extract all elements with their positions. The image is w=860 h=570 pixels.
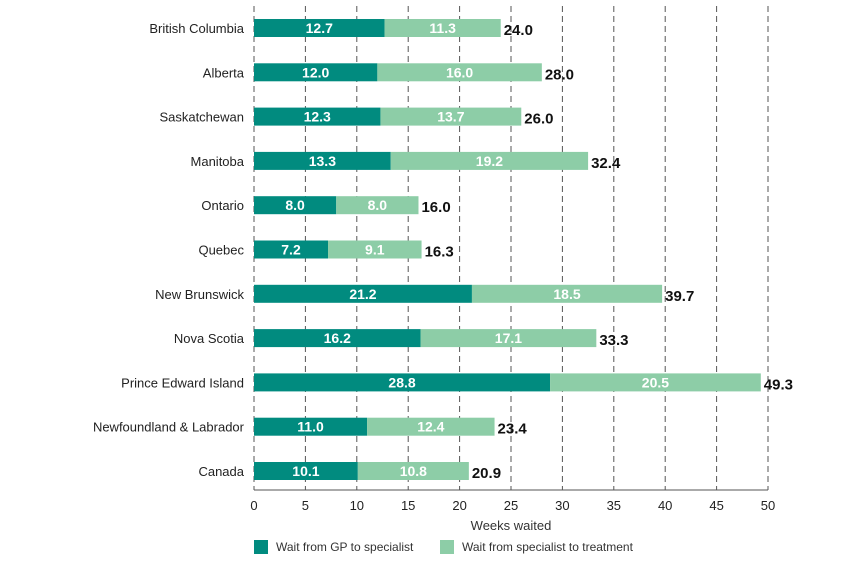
segment-label-alberta-series-2: 16.0 (446, 64, 473, 80)
total-label-nova-scotia: 33.3 (599, 332, 628, 349)
segment-label-prince-edward-island-series-2: 20.5 (642, 374, 669, 390)
bar-newfoundland-and-labrador-series-1 (254, 417, 368, 436)
category-label-newfoundland-and-labrador: Newfoundland & Labrador (93, 420, 245, 435)
bar-manitoba-series-2 (390, 151, 589, 170)
segment-label-saskatchewan-series-2: 13.7 (437, 109, 464, 125)
x-tick-label-15: 15 (401, 498, 415, 513)
bar-manitoba-series-1 (254, 151, 391, 170)
total-label-manitoba: 32.4 (591, 155, 621, 172)
category-label-quebec: Quebec (198, 243, 244, 258)
segment-label-british-columbia-series-2: 11.3 (429, 20, 456, 36)
category-label-manitoba: Manitoba (191, 154, 245, 169)
bar-alberta-series-2 (377, 63, 542, 82)
x-tick-label-5: 5 (302, 498, 309, 513)
x-tick-label-45: 45 (709, 498, 723, 513)
category-label-nova-scotia: Nova Scotia (174, 331, 245, 346)
total-label-british-columbia: 24.0 (504, 22, 533, 39)
category-label-canada: Canada (198, 464, 244, 479)
bar-nova-scotia-series-2 (420, 329, 597, 348)
bar-ontario-series-2 (336, 196, 419, 215)
total-label-canada: 20.9 (472, 465, 501, 482)
segment-label-ontario-series-1: 8.0 (285, 197, 305, 213)
segment-label-prince-edward-island-series-1: 28.8 (388, 374, 415, 390)
x-tick-label-35: 35 (607, 498, 621, 513)
bar-canada-series-1 (254, 462, 358, 480)
segment-label-canada-series-2: 10.8 (400, 463, 427, 479)
x-axis: 0 5 10 15 20 25 30 35 40 45 50 (250, 489, 775, 513)
bar-saskatchewan-series-1 (254, 107, 381, 126)
total-label-quebec: 16.3 (425, 244, 454, 261)
labels: British Columbia 12.7 11.3 24.0 Alberta 12.0 1… (93, 20, 793, 482)
bar-new-brunswick-series-1 (254, 284, 472, 303)
x-tick-label-20: 20 (452, 498, 466, 513)
segment-label-new-brunswick-series-2: 18.5 (553, 286, 580, 302)
grid-lines (253, 6, 769, 490)
segment-label-british-columbia-series-1: 12.7 (306, 20, 333, 36)
bar-canada-series-2 (357, 462, 469, 480)
x-tick-label-25: 25 (504, 498, 518, 513)
legend-label-specialist-to-treatment: Wait from specialist to treatment (462, 540, 633, 554)
segment-label-newfoundland-and-labrador-series-2: 12.4 (417, 419, 444, 435)
segment-label-alberta-series-1: 12.0 (302, 64, 329, 80)
bar-quebec-series-1 (254, 240, 329, 259)
bar-british-columbia-series-1 (254, 19, 385, 37)
bars (254, 19, 761, 480)
legend: Wait from GP to specialist Wait from spe… (0, 540, 860, 560)
legend-label-gp-to-specialist: Wait from GP to specialist (276, 540, 414, 554)
bar-quebec-series-2 (328, 240, 422, 259)
bar-newfoundland-and-labrador-series-2 (367, 417, 495, 436)
bar-alberta-series-1 (254, 63, 378, 82)
x-tick-label-10: 10 (350, 498, 364, 513)
category-label-saskatchewan: Saskatchewan (159, 110, 244, 125)
x-axis-title: Weeks waited (471, 518, 552, 533)
segment-label-quebec-series-2: 9.1 (365, 242, 385, 258)
segment-label-manitoba-series-1: 13.3 (309, 153, 336, 169)
total-label-saskatchewan: 26.0 (524, 111, 553, 128)
bar-prince-edward-island-series-1 (254, 373, 551, 392)
x-tick-label-40: 40 (658, 498, 672, 513)
x-tick-label-0: 0 (250, 498, 257, 513)
x-tick-label-50: 50 (761, 498, 775, 513)
bar-ontario-series-1 (254, 196, 337, 215)
category-label-british-columbia: British Columbia (149, 21, 244, 36)
segment-label-nova-scotia-series-1: 16.2 (324, 330, 351, 346)
legend-item-gp-to-specialist: Wait from GP to specialist (254, 540, 413, 554)
segment-label-nova-scotia-series-2: 17.1 (495, 330, 522, 346)
category-label-ontario: Ontario (201, 198, 244, 213)
total-label-alberta: 28.0 (545, 66, 574, 83)
x-tick-label-30: 30 (555, 498, 569, 513)
total-label-new-brunswick: 39.7 (665, 288, 694, 305)
segment-label-quebec-series-1: 7.2 (281, 242, 301, 258)
total-label-prince-edward-island: 49.3 (764, 376, 793, 393)
segment-label-new-brunswick-series-1: 21.2 (349, 286, 376, 302)
bar-saskatchewan-series-2 (380, 107, 522, 126)
total-label-newfoundland-and-labrador: 23.4 (498, 421, 528, 438)
total-label-ontario: 16.0 (421, 199, 450, 216)
segment-label-ontario-series-2: 8.0 (368, 197, 388, 213)
bar-new-brunswick-series-2 (471, 284, 663, 303)
category-label-new-brunswick: New Brunswick (155, 287, 244, 302)
legend-swatch-specialist-to-treatment (440, 540, 454, 554)
legend-swatch-gp-to-specialist (254, 540, 268, 554)
segment-label-manitoba-series-2: 19.2 (476, 153, 503, 169)
bar-nova-scotia-series-1 (254, 329, 421, 348)
bar-prince-edward-island-series-2 (550, 373, 761, 392)
segment-label-canada-series-1: 10.1 (292, 463, 319, 479)
bar-british-columbia-series-2 (384, 19, 501, 37)
category-label-prince-edward-island: Prince Edward Island (121, 375, 244, 390)
category-label-alberta: Alberta (203, 65, 245, 80)
segment-label-newfoundland-and-labrador-series-1: 11.0 (297, 419, 324, 435)
legend-item-specialist-to-treatment: Wait from specialist to treatment (440, 540, 633, 554)
segment-label-saskatchewan-series-1: 12.3 (304, 109, 331, 125)
